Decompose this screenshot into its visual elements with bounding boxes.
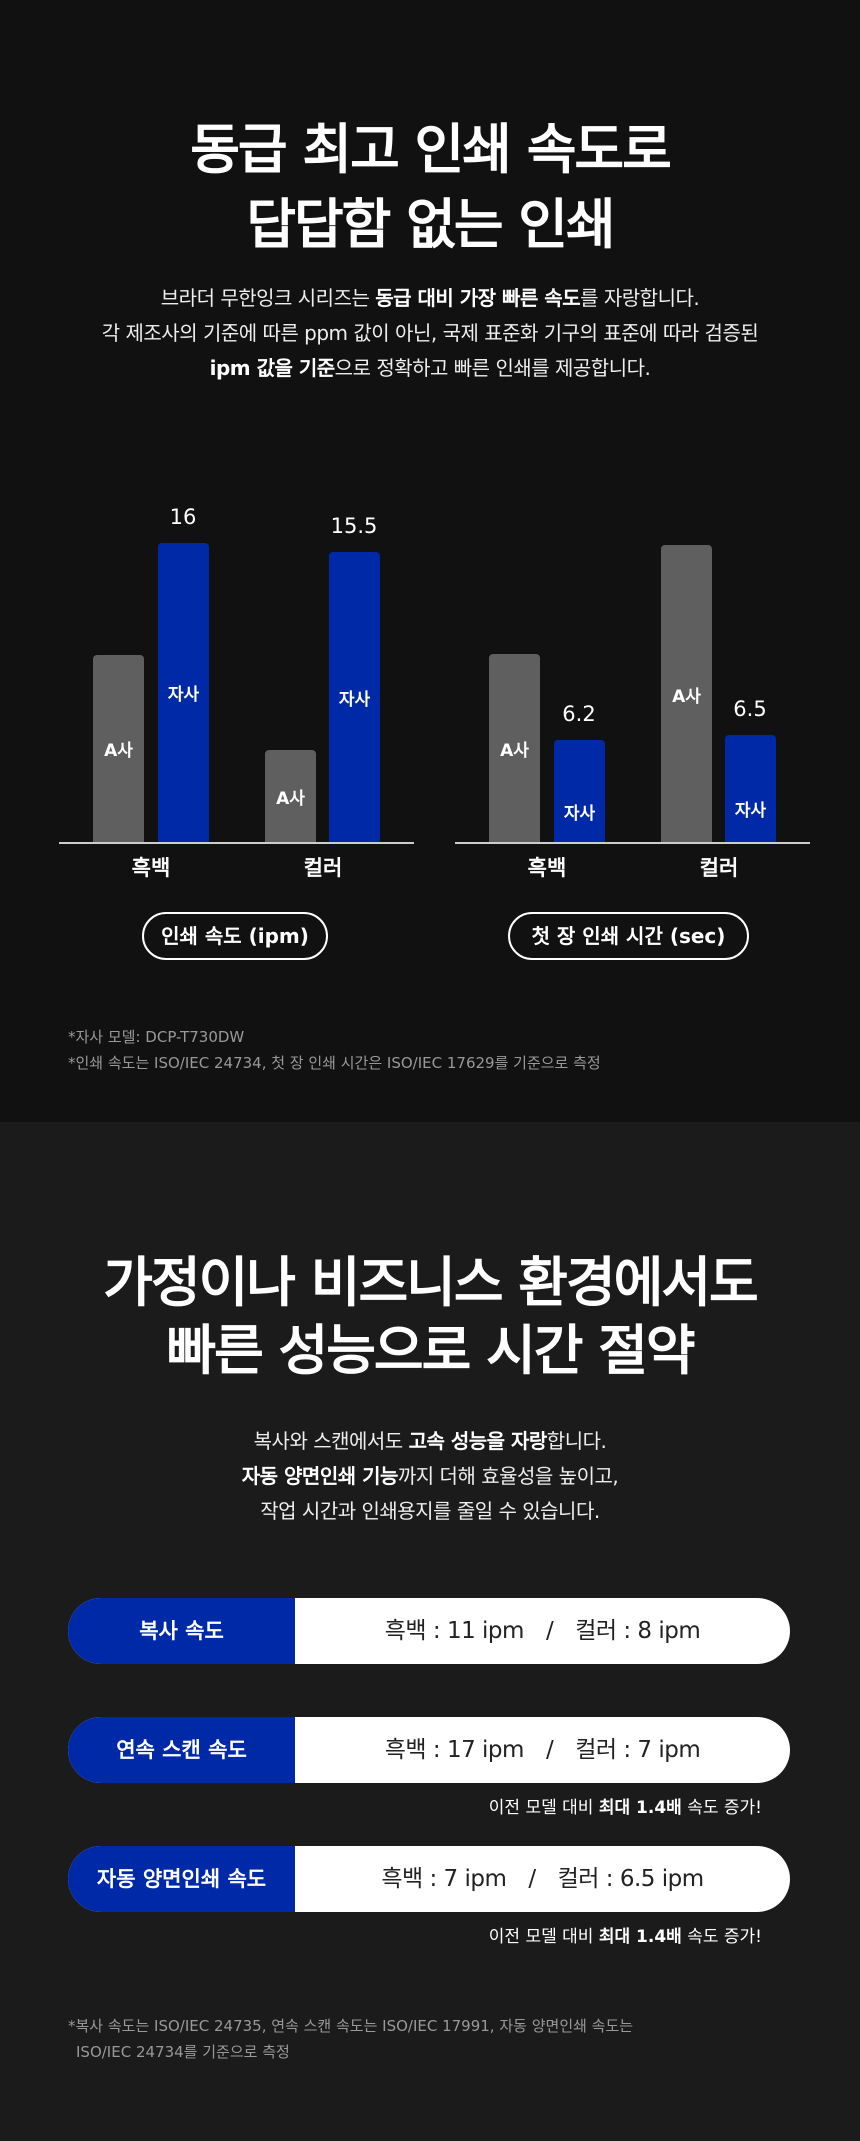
text: 합니다. [546,1429,607,1453]
speed-row: 연속 스캔 속도 흑백 : 17 ipm / 컬러 : 7 ipm [68,1717,790,1783]
color-speed: 컬러 : 6.5 ipm [557,1866,704,1892]
data-label: 16 [169,504,197,529]
bar-series-label: A사 [500,740,529,761]
category-label: 컬러 [303,856,343,880]
emphasis-text: 동급 대비 가장 빠른 속도 [375,286,581,310]
emphasis-text: ipm 값을 기준 [209,356,336,380]
section2-title-line1: 가정이나 비즈니스 환경에서도 [103,1251,758,1314]
text: 각 제조사의 기준에 따른 ppm 값이 아닌, 국제 표준화 기구의 표준에 … [101,321,759,345]
description-line: 각 제조사의 기준에 따른 ppm 값이 아닌, 국제 표준화 기구의 표준에 … [0,316,860,351]
chart-title-pill: 첫 장 인쇄 시간 (sec) [508,912,749,960]
separator: / [545,1618,554,1644]
mono-speed: 흑백 : 11 ipm [384,1618,525,1644]
bar-series-label: 자사 [734,801,767,822]
mono-speed: 흑백 : 7 ipm [381,1866,507,1892]
bar-자사-컬러: 자사 [329,551,380,842]
text: 복사와 스캔에서도 [253,1429,409,1453]
category-label: 흑백 [527,856,567,880]
footnote: *자사 모델: DCP-T730DW [68,1028,245,1046]
description-line: 작업 시간과 인쇄용지를 줄일 수 있습니다. [0,1494,860,1529]
data-label: 6.5 [733,696,767,721]
bar-A사-컬러: A사 [661,545,712,842]
emphasis-text: 최대 1.4배 [598,1927,682,1947]
bar-series-label: A사 [276,789,305,810]
speed-note: 이전 모델 대비 최대 1.4배 속도 증가! [489,1793,762,1818]
text: 이전 모델 대비 [488,1927,599,1947]
text: 으로 정확하고 빠른 인쇄를 제공합니다. [334,356,651,380]
speed-row-label: 연속 스캔 속도 [68,1717,295,1783]
x-axis-line [59,842,414,844]
speed-row-values: 흑백 : 7 ipm / 컬러 : 6.5 ipm [295,1846,790,1912]
description-line: 자동 양면인쇄 기능까지 더해 효율성을 높이고, [0,1459,860,1494]
text: 를 자랑합니다. [580,286,700,310]
section1-title-line2: 답답함 없는 인쇄 [246,193,615,256]
bar-series-label: A사 [104,741,133,762]
category-label: 컬러 [699,856,739,880]
speed-row-values: 흑백 : 11 ipm / 컬러 : 8 ipm [295,1598,790,1664]
speed-row: 자동 양면인쇄 속도 흑백 : 7 ipm / 컬러 : 6.5 ipm [68,1846,790,1912]
emphasis-text: 고속 성능을 자랑 [408,1429,548,1453]
bar-series-label: 자사 [167,685,200,706]
bar-series-label: 자사 [563,803,596,824]
bar-자사-컬러: 자사 [725,734,776,842]
emphasis-text: 자동 양면인쇄 기능 [241,1464,399,1488]
separator: / [528,1866,536,1892]
speed-row-values: 흑백 : 17 ipm / 컬러 : 7 ipm [295,1717,790,1783]
text: 속도 증가! [681,1927,762,1947]
footnote: *인쇄 속도는 ISO/IEC 24734, 첫 장 인쇄 시간은 ISO/IE… [68,1054,601,1072]
bar-자사-흑백: 자사 [554,739,605,842]
bar-A사-컬러: A사 [265,750,316,842]
speed-row-label: 자동 양면인쇄 속도 [68,1846,295,1912]
text: 브라더 무한잉크 시리즈는 [160,286,376,310]
mono-speed: 흑백 : 17 ipm [384,1737,525,1763]
data-label: 15.5 [330,513,378,538]
category-label: 흑백 [131,856,171,880]
bar-자사-흑백: 자사 [158,542,209,842]
text: 까지 더해 효율성을 높이고, [397,1464,619,1488]
footnote: *복사 속도는 ISO/IEC 24735, 연속 스캔 속도는 ISO/IEC… [68,2017,634,2035]
separator: / [545,1737,554,1763]
bar-A사-흑백: A사 [489,653,540,842]
description-line: ipm 값을 기준으로 정확하고 빠른 인쇄를 제공합니다. [0,351,860,386]
x-axis-line [455,842,810,844]
section1-title-line1: 동급 최고 인쇄 속도로 [190,118,672,181]
text: 이전 모델 대비 [488,1798,599,1818]
color-speed: 컬러 : 8 ipm [575,1618,701,1644]
text: 작업 시간과 인쇄용지를 줄일 수 있습니다. [260,1499,600,1523]
speed-row-label: 복사 속도 [68,1598,295,1664]
bar-series-label: 자사 [338,689,371,710]
emphasis-text: 최대 1.4배 [598,1798,682,1818]
bar-A사-흑백: A사 [93,654,144,842]
description-line: 복사와 스캔에서도 고속 성능을 자랑합니다. [0,1424,860,1459]
data-label: 6.2 [562,701,596,726]
description-line: 브라더 무한잉크 시리즈는 동급 대비 가장 빠른 속도를 자랑합니다. [0,281,860,316]
color-speed: 컬러 : 7 ipm [575,1737,701,1763]
chart-title-pill: 인쇄 속도 (ipm) [142,912,328,960]
footnote: ISO/IEC 24734를 기준으로 측정 [76,2043,290,2061]
text: 속도 증가! [681,1798,762,1818]
bar-series-label: A사 [672,686,701,707]
speed-row: 복사 속도 흑백 : 11 ipm / 컬러 : 8 ipm [68,1598,790,1664]
section2-title-line2: 빠른 성능으로 시간 절약 [166,1319,695,1382]
speed-note: 이전 모델 대비 최대 1.4배 속도 증가! [489,1922,762,1947]
